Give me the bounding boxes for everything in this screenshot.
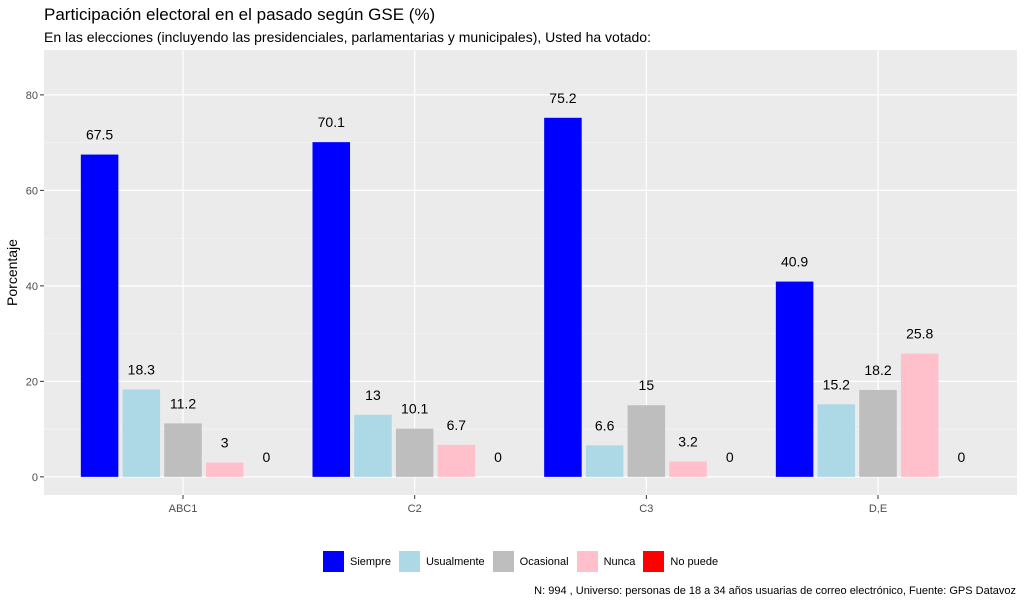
data-label: 15.2 bbox=[823, 376, 850, 392]
chart-caption: N: 994 , Universo: personas de 18 a 34 a… bbox=[534, 585, 1016, 597]
x-tick-label: ABC1 bbox=[169, 503, 198, 515]
x-tick-label: C3 bbox=[639, 503, 653, 515]
bar bbox=[775, 281, 814, 477]
y-axis-title: Porcentaje bbox=[4, 239, 20, 306]
legend-item: Siempre bbox=[323, 551, 391, 572]
data-label: 0 bbox=[263, 449, 271, 465]
legend-item: No puede bbox=[643, 551, 718, 572]
x-tick-label: D,E bbox=[869, 503, 887, 515]
bar bbox=[122, 389, 161, 477]
y-tick-label: 20 bbox=[26, 376, 38, 388]
data-label: 3 bbox=[221, 435, 229, 451]
data-label: 11.2 bbox=[170, 395, 196, 411]
bar bbox=[544, 117, 582, 477]
data-label: 15 bbox=[639, 377, 655, 393]
bar bbox=[585, 445, 624, 477]
data-label: 10.1 bbox=[401, 401, 428, 417]
data-label: 6.7 bbox=[447, 417, 467, 433]
chart-subtitle: En las elecciones (incluyendo las presid… bbox=[44, 29, 651, 45]
data-label: 18.2 bbox=[864, 362, 891, 378]
legend-label: Ocasional bbox=[519, 555, 569, 568]
bar bbox=[817, 404, 856, 477]
chart-title: Participación electoral en el pasado seg… bbox=[44, 5, 436, 24]
y-tick-label: 40 bbox=[26, 281, 38, 293]
y-tick-label: 80 bbox=[26, 90, 38, 102]
data-label: 0 bbox=[726, 449, 734, 465]
legend-key bbox=[323, 551, 344, 572]
data-label: 0 bbox=[494, 449, 502, 465]
data-label: 70.1 bbox=[318, 114, 345, 130]
bar bbox=[627, 405, 666, 477]
legend-key bbox=[643, 551, 665, 572]
data-label: 25.8 bbox=[906, 326, 933, 342]
bar bbox=[437, 444, 476, 477]
legend: Siempre Usualmente Ocasional Nunca No puede bbox=[323, 551, 726, 572]
bar-chart: 0 20 40 60 80 ABC1 C2 C3 D,E 67.5 70.1 75.2 40.9 18.3… bbox=[4, 50, 1017, 515]
bar bbox=[395, 428, 434, 477]
bar bbox=[669, 461, 707, 477]
data-label: 75.2 bbox=[549, 90, 576, 106]
x-tick-label: C2 bbox=[408, 503, 422, 515]
bar bbox=[354, 414, 392, 477]
data-label: 67.5 bbox=[86, 127, 113, 143]
data-label: 6.6 bbox=[595, 417, 615, 433]
y-tick-label: 60 bbox=[26, 185, 38, 197]
legend-label: Usualmente bbox=[425, 555, 485, 568]
bar bbox=[205, 462, 244, 477]
data-label: 3.2 bbox=[678, 434, 698, 450]
legend-label: Nunca bbox=[603, 555, 636, 568]
legend-item: Ocasional bbox=[492, 551, 569, 572]
bar bbox=[80, 154, 119, 477]
legend-item: Usualmente bbox=[398, 551, 485, 572]
bar bbox=[312, 142, 351, 477]
data-label: 0 bbox=[958, 449, 966, 465]
bar bbox=[900, 353, 939, 477]
bar bbox=[859, 389, 897, 477]
data-label: 40.9 bbox=[781, 254, 808, 270]
legend-key bbox=[492, 551, 514, 572]
bar bbox=[164, 423, 202, 477]
legend-key bbox=[398, 551, 420, 572]
legend-label: No puede bbox=[670, 555, 719, 568]
y-tick-label: 0 bbox=[32, 472, 38, 484]
data-label: 13 bbox=[365, 387, 381, 403]
legend-item: Nunca bbox=[576, 551, 636, 572]
legend-label: Siempre bbox=[350, 555, 391, 568]
data-label: 18.3 bbox=[128, 361, 155, 377]
legend-key bbox=[576, 551, 598, 572]
